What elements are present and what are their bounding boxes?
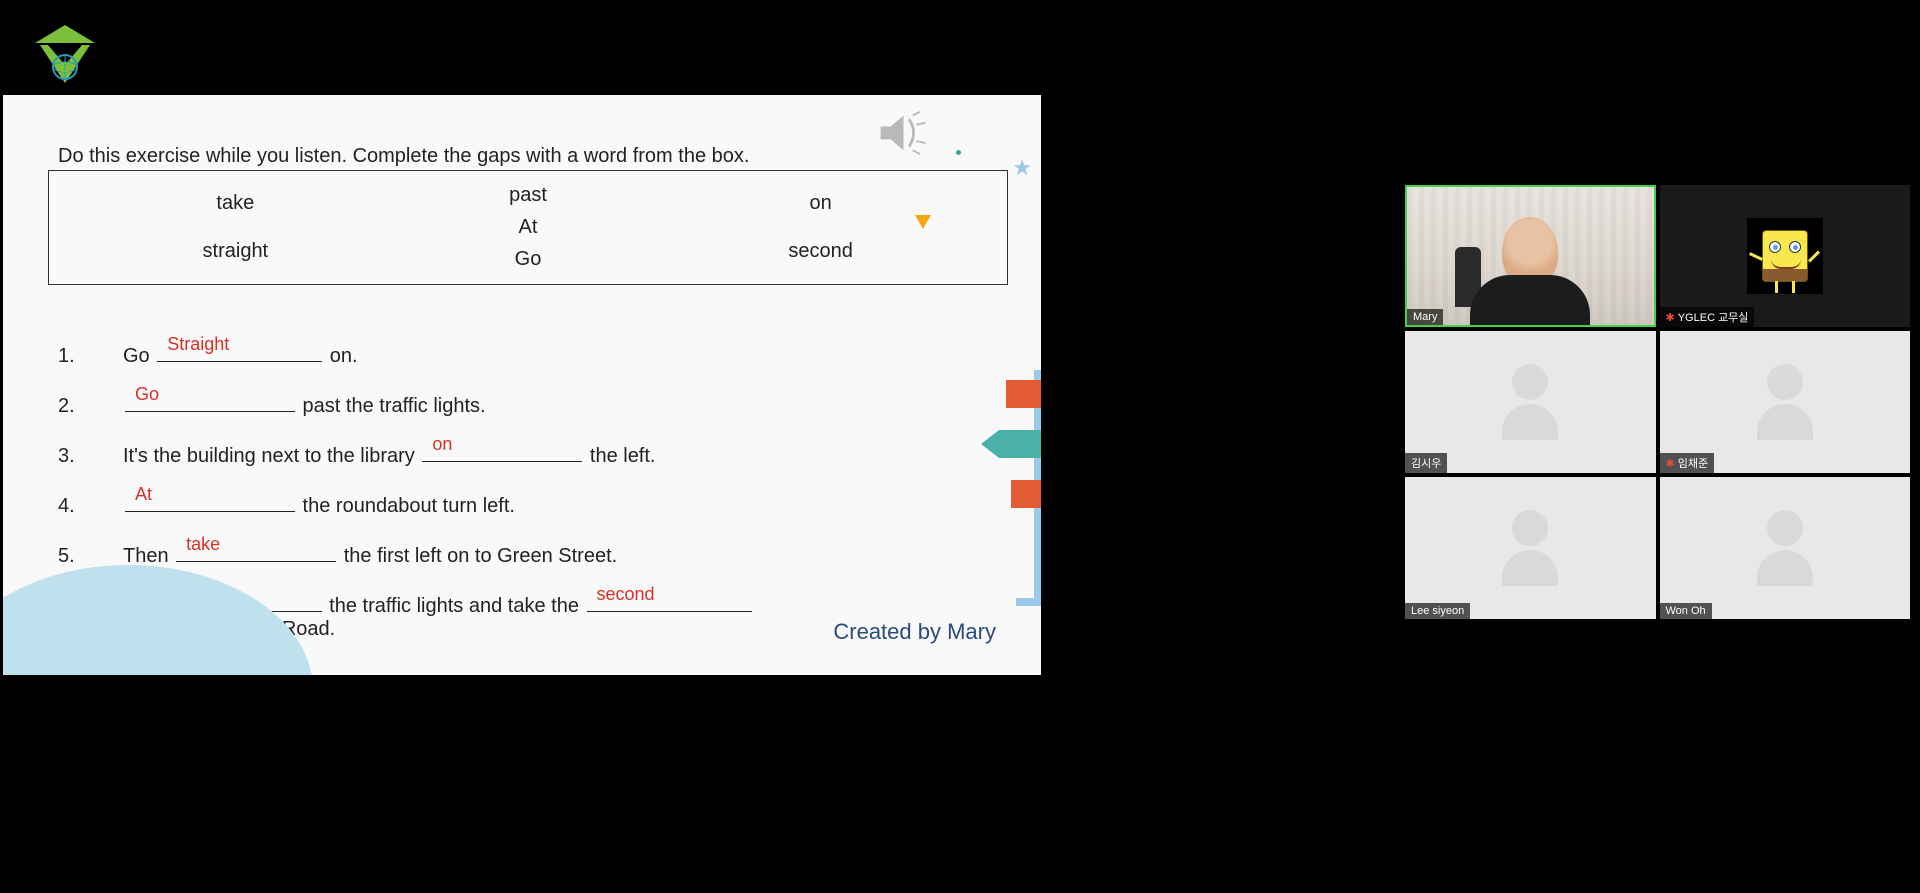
wordbox-word: on (810, 192, 832, 215)
participant-tile[interactable]: 김시우 (1405, 331, 1656, 473)
blank-field[interactable]: second (587, 590, 752, 612)
answer-text: second (597, 584, 655, 605)
exercise-body: It's the building next to the library on… (123, 440, 655, 468)
blank-field[interactable]: Go (125, 390, 295, 412)
wordbox-col-3: on second (674, 179, 967, 276)
exercise-number: 3. (58, 445, 123, 468)
exercise-number: 4. (58, 495, 123, 518)
instruction-text: Do this exercise while you listen. Compl… (58, 145, 749, 168)
muted-icon: ✱ (1666, 458, 1675, 470)
exercise-number: 1. (58, 345, 123, 368)
answer-text: on (432, 434, 452, 455)
participant-tile[interactable]: Mary (1405, 185, 1656, 327)
exercise-row: 2.Go past the traffic lights. (58, 390, 958, 418)
participant-tile[interactable]: ✱임채준 (1660, 331, 1911, 473)
shared-slide: Do this exercise while you listen. Compl… (3, 95, 1041, 675)
participant-tile[interactable]: Won Oh (1660, 477, 1911, 619)
blank-field[interactable]: Straight (157, 340, 322, 362)
participant-name: Lee siyeon (1411, 605, 1464, 617)
answer-text: At (135, 484, 152, 505)
wordbox-col-2: past At Go (382, 179, 675, 276)
exercise-text: the traffic lights and take the (324, 595, 585, 617)
participant-tile[interactable]: Lee siyeon (1405, 477, 1656, 619)
exercise-text: the left. (584, 445, 655, 467)
wordbox-word: Go (515, 248, 542, 271)
person-silhouette-icon (1757, 510, 1813, 586)
created-by-text: Created by Mary (833, 619, 996, 645)
participants-grid: Mary✱YGLEC 교무실김시우✱임채준Lee siyeonWon Oh (1405, 185, 1910, 619)
exercise-text: the roundabout turn left. (297, 495, 515, 517)
person-silhouette-icon (1757, 364, 1813, 440)
exercise-row: 1.Go Straight on. (58, 340, 958, 368)
blank-field[interactable]: on (422, 440, 582, 462)
exercise-number: 2. (58, 395, 123, 418)
exercise-text: Then (123, 545, 174, 567)
participant-tile[interactable]: ✱YGLEC 교무실 (1660, 185, 1911, 327)
wordbox-word: At (519, 216, 538, 239)
exercise-body: At the roundabout turn left. (123, 490, 515, 518)
participant-name-label: Mary (1407, 309, 1443, 325)
participant-name: 김시우 (1411, 458, 1441, 470)
participant-name: Mary (1413, 311, 1437, 323)
exercise-body: Then take the first left on to Green Str… (123, 540, 617, 568)
muted-icon: ✱ (1666, 312, 1675, 324)
exercise-text: Go (123, 345, 155, 367)
speaker-icon (876, 110, 931, 160)
exercise-text: past the traffic lights. (297, 395, 486, 417)
avatar-icon (1747, 218, 1823, 294)
wordbox-col-1: take straight (89, 179, 382, 276)
participant-name-label: ✱임채준 (1660, 453, 1715, 473)
svg-text:E: E (60, 59, 69, 75)
word-box: take straight past At Go on second (48, 170, 1008, 285)
answer-text: Straight (167, 334, 229, 355)
decor-dot (956, 150, 961, 155)
exercise-row: 5.Then take the first left on to Green S… (58, 540, 958, 568)
wordbox-word: past (509, 184, 547, 207)
exercise-text: on. (324, 345, 357, 367)
participant-name: 임채준 (1678, 458, 1708, 470)
blank-field[interactable]: At (125, 490, 295, 512)
participant-name: Won Oh (1666, 605, 1706, 617)
person-silhouette-icon (1502, 510, 1558, 586)
blank-field[interactable]: take (176, 540, 336, 562)
person-silhouette-icon (1502, 364, 1558, 440)
participant-name-label: 김시우 (1405, 453, 1447, 473)
wordbox-word: take (216, 192, 254, 215)
star-icon: ★ (1012, 155, 1032, 181)
exercise-text: It's the building next to the library (123, 445, 420, 467)
participant-name-label: Won Oh (1660, 603, 1712, 619)
answer-text: take (186, 534, 220, 555)
exercise-text: the first left on to Green Street. (338, 545, 617, 567)
exercise-row: 4.At the roundabout turn left. (58, 490, 958, 518)
exercise-body: Go past the traffic lights. (123, 390, 486, 418)
participant-name: YGLEC 교무실 (1678, 312, 1749, 324)
exercise-row: 3.It's the building next to the library … (58, 440, 958, 468)
participant-name-label: ✱YGLEC 교무실 (1660, 307, 1755, 327)
answer-text: Go (135, 384, 159, 405)
participant-name-label: Lee siyeon (1405, 603, 1470, 619)
wordbox-word: second (788, 240, 853, 263)
exercise-body: Go Straight on. (123, 340, 358, 368)
app-logo: E (30, 25, 100, 85)
wordbox-word: straight (203, 240, 269, 263)
